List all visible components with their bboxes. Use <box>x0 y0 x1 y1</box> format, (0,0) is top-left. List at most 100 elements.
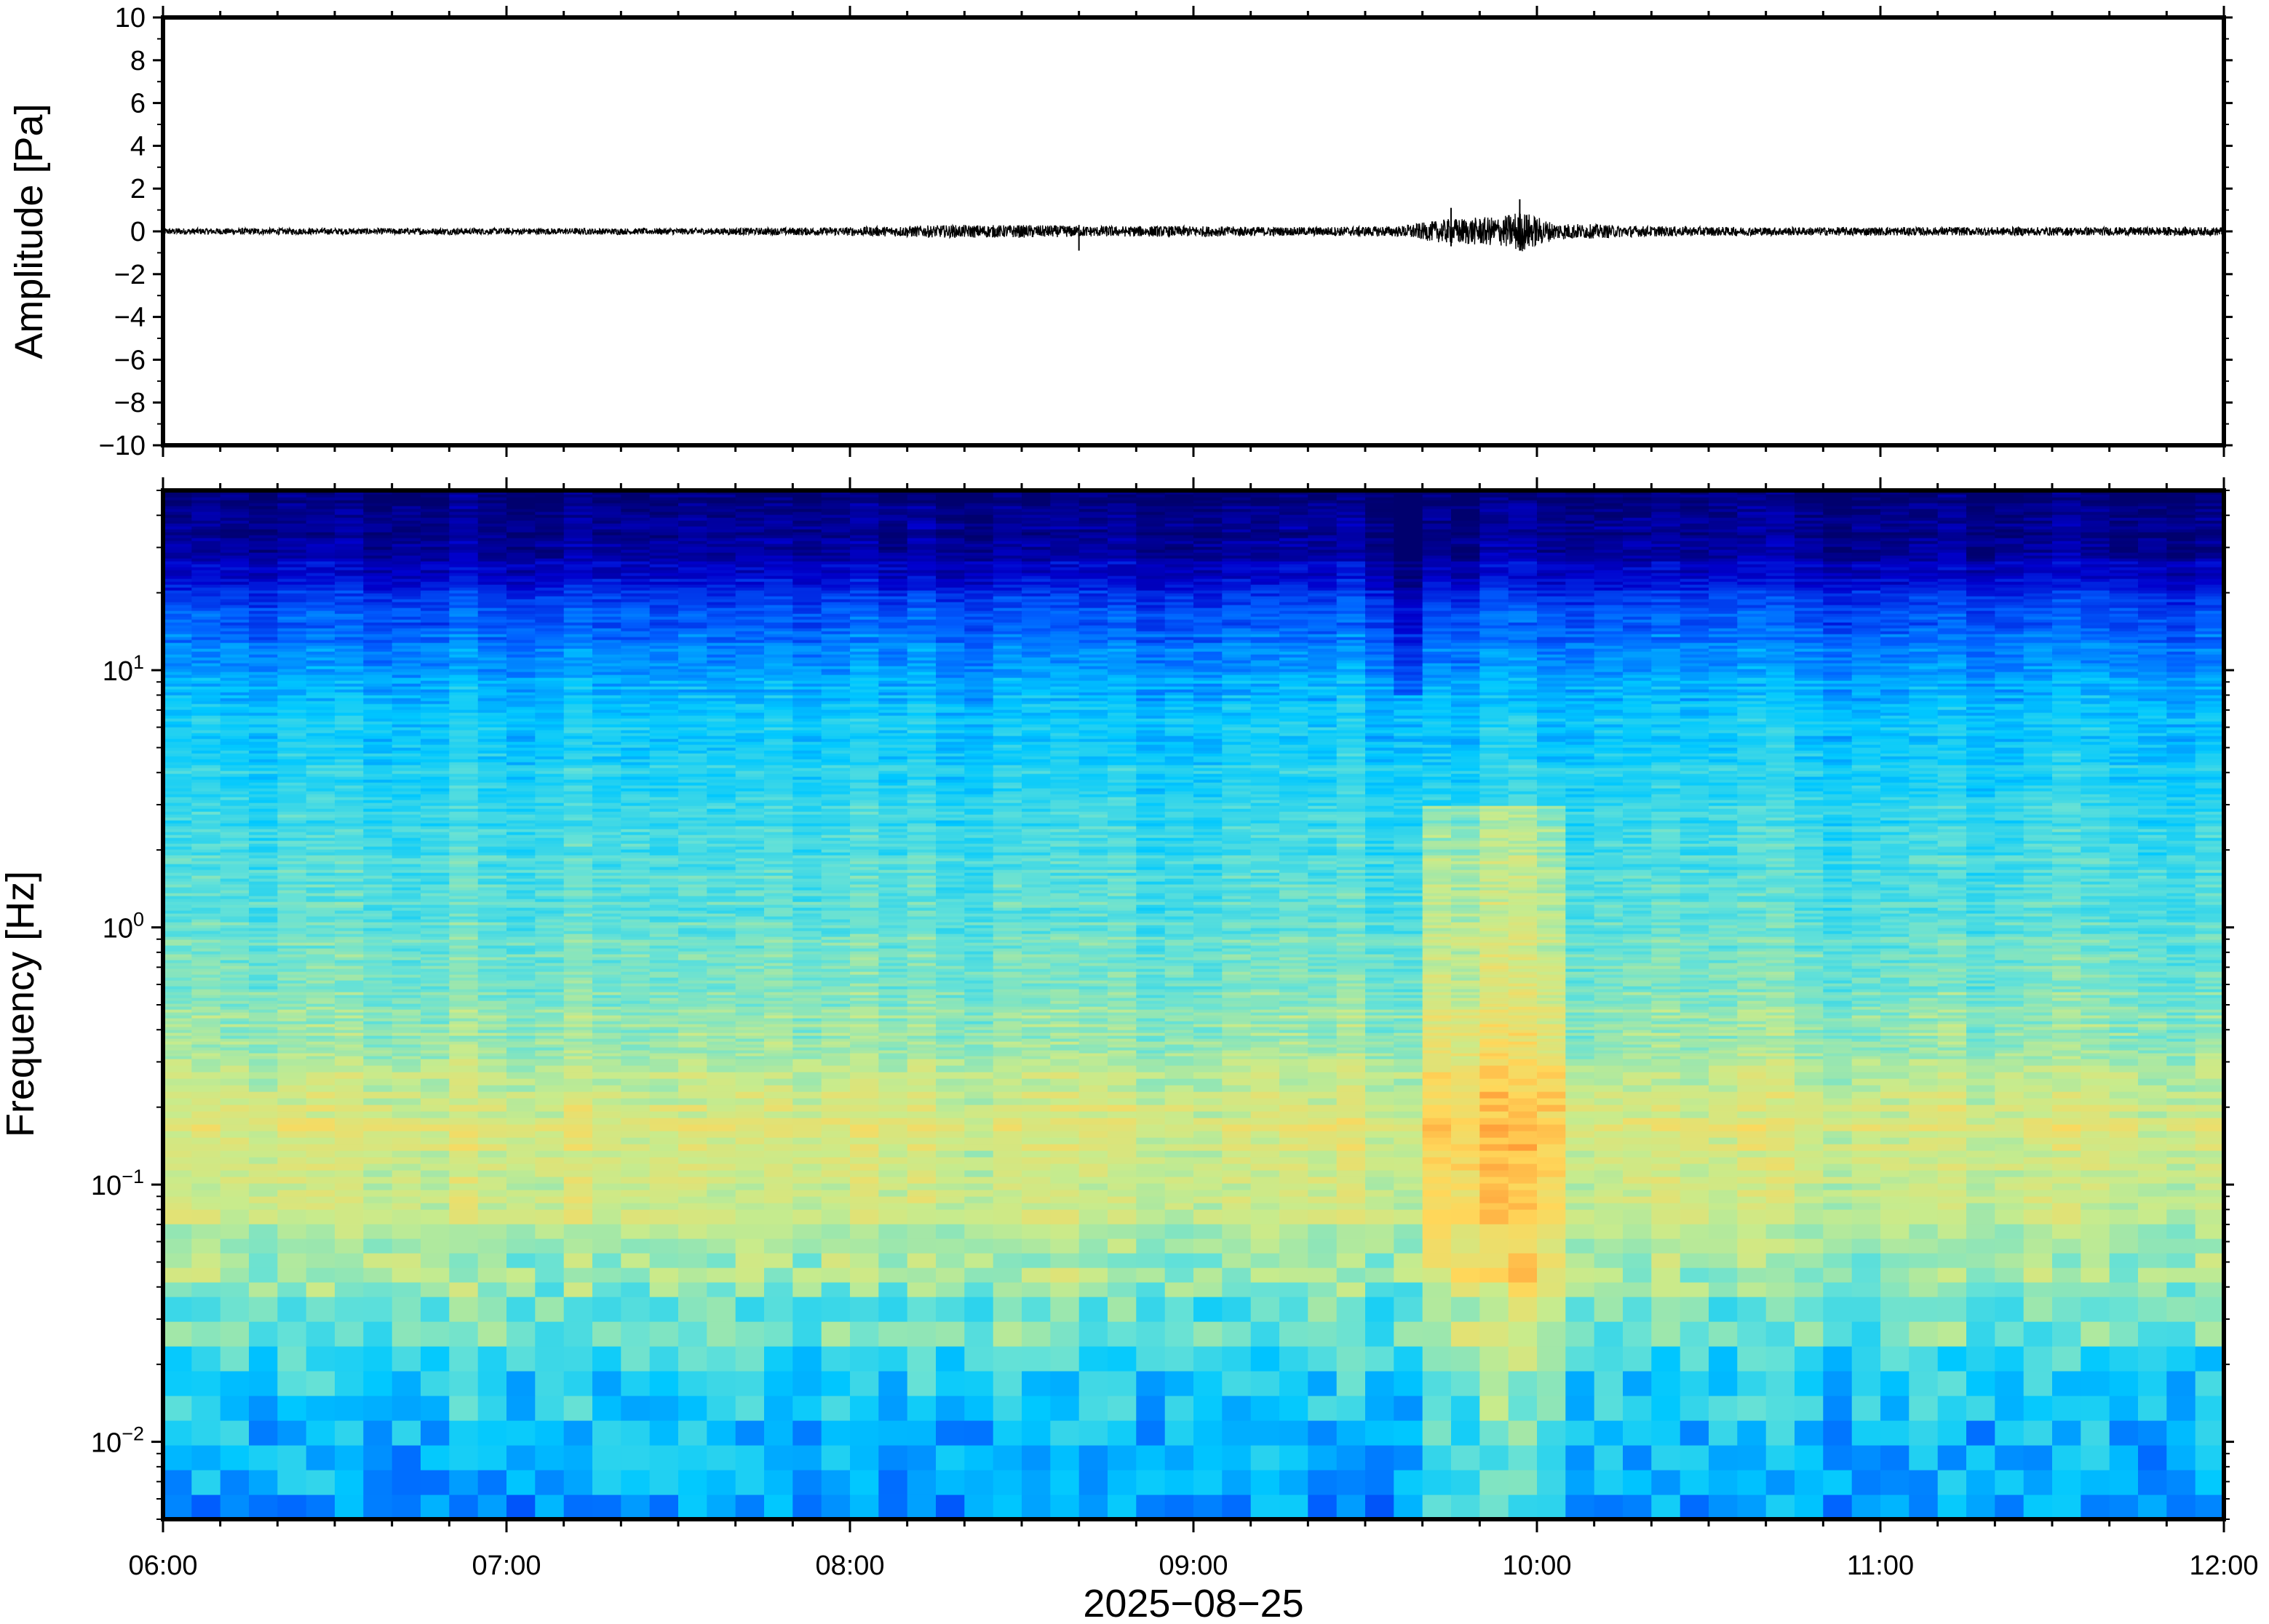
spectrogram-cell <box>1279 1224 1309 1239</box>
spectrogram-cell <box>2109 1321 2139 1347</box>
spectrogram-cell <box>678 1053 708 1056</box>
spectrogram-cell <box>306 1053 335 1056</box>
spectrogram-cell <box>1279 1137 1309 1145</box>
spectrogram-cell <box>678 1470 708 1495</box>
spectrogram-cell <box>163 1003 193 1007</box>
spectrogram-cell <box>764 1006 794 1010</box>
spectrogram-cell <box>1308 1044 1338 1048</box>
spectrogram-cell <box>1565 1056 1595 1059</box>
spectrogram-cell <box>1108 992 1137 995</box>
spectrogram-cell <box>306 1012 335 1016</box>
spectrogram-cell <box>821 1032 851 1036</box>
spectrogram-cell <box>649 1065 679 1072</box>
spectrogram-cell <box>2052 974 2082 978</box>
spectrogram-cell <box>1765 1003 1795 1007</box>
spectrogram-cell <box>1336 1018 1366 1022</box>
spectrogram-cell <box>2195 1050 2224 1054</box>
spectrogram-cell <box>964 1253 994 1268</box>
spectrogram-cell <box>1765 1006 1795 1010</box>
spectrogram-cell <box>878 1104 908 1112</box>
spectrogram-cell <box>1851 974 1881 978</box>
spectrogram-cell <box>1279 1297 1309 1322</box>
spectrogram-cell <box>1078 998 1108 1001</box>
spectrogram-cell <box>2138 1297 2168 1322</box>
spectrogram-cell <box>1937 1098 1967 1105</box>
spectrogram-cell <box>764 1183 794 1190</box>
spectrogram-cell <box>1508 1371 1538 1396</box>
spectrogram-cell <box>535 1118 565 1125</box>
spectrogram-cell <box>792 1085 822 1092</box>
spectrogram-cell <box>1193 998 1223 1001</box>
spectrogram-cell <box>964 1238 994 1254</box>
spectrogram-cell <box>163 1056 193 1059</box>
spectrogram-cell <box>1651 1396 1681 1421</box>
spectrogram-cell <box>1823 1032 1853 1036</box>
spectrogram-cell <box>764 1044 794 1048</box>
spectrogram-cell <box>1680 1078 1709 1086</box>
spectrogram-cell <box>1851 1144 1881 1151</box>
spectrogram-cell <box>392 992 421 995</box>
spectrogram-cell <box>907 995 937 998</box>
spectrogram-cell <box>1136 989 1166 992</box>
spectrogram-cell <box>1394 1047 1423 1051</box>
spectrogram-cell <box>907 1470 937 1495</box>
spectrogram-cell <box>2023 1009 2053 1013</box>
spectrogram-cell <box>1651 1297 1681 1322</box>
spectrogram-cell <box>792 1012 822 1016</box>
spectrogram-cell <box>592 1183 622 1190</box>
spectrogram-cell <box>1222 1183 1252 1190</box>
spectrogram-cell <box>1279 992 1309 995</box>
spectrogram-cell <box>621 1137 651 1145</box>
spectrogram-cell <box>1108 1015 1137 1019</box>
spectrogram-cell <box>1136 980 1166 984</box>
spectrogram-cell <box>1966 1006 1996 1010</box>
spectrogram-cell <box>1537 1072 1567 1079</box>
spectrogram-cell <box>1995 1131 2024 1138</box>
spectrogram-cell <box>363 1072 393 1079</box>
spectrogram-cell <box>2109 1056 2139 1059</box>
spectrogram-cell <box>1823 1224 1853 1239</box>
spectrogram-cell <box>1193 1078 1223 1086</box>
spectrogram-cell <box>993 1494 1022 1519</box>
spectrogram-cell <box>964 1038 994 1042</box>
spectrogram-cell <box>1623 1032 1653 1036</box>
spectrogram-cell <box>2052 1032 2082 1036</box>
spectrogram-cell <box>2023 995 2053 998</box>
spectrogram-cell <box>964 1183 994 1190</box>
spectrogram-cell <box>1995 980 2024 984</box>
spectrogram-cell <box>1451 1044 1481 1048</box>
spectrogram-cell <box>277 1050 307 1054</box>
spectrogram-cell <box>363 1163 393 1171</box>
spectrogram-cell <box>1795 1118 1824 1125</box>
spectrogram-cell <box>1823 1396 1853 1421</box>
spectrogram-cell <box>1851 1111 1881 1118</box>
spectrogram-cell <box>878 995 908 998</box>
spectrogram-cell <box>1250 1047 1280 1051</box>
spectrogram-cell <box>2166 1177 2196 1184</box>
spectrogram-cell <box>449 1183 479 1190</box>
spectrogram-cell <box>421 1015 450 1019</box>
spectrogram-cell <box>1336 1203 1366 1210</box>
spectrogram-cell <box>1909 1170 1939 1177</box>
spectrogram-cell <box>1108 1190 1137 1197</box>
spectrogram-cell <box>649 1183 679 1190</box>
spectrogram-cell <box>1623 1015 1653 1019</box>
spectrogram-cell <box>1022 1018 1052 1022</box>
spectrogram-cell <box>1651 1253 1681 1268</box>
spectrogram-cell <box>1594 1170 1624 1177</box>
spectrogram-cell <box>1022 1044 1052 1048</box>
spectrogram-cell <box>535 986 565 990</box>
spectrogram-cell <box>649 974 679 978</box>
spectrogram-cell <box>878 1098 908 1105</box>
spectrogram-cell <box>1365 1209 1395 1225</box>
spectrogram-cell <box>563 1282 593 1297</box>
spectrogram-cell <box>1164 1000 1194 1004</box>
spectrogram-cell <box>907 1203 937 1210</box>
spectrogram-cell <box>1078 1018 1108 1022</box>
spectrogram-cell <box>592 1196 622 1203</box>
spectrogram-cell <box>1279 1035 1309 1039</box>
spectrogram-cell <box>2166 1098 2196 1105</box>
spectrogram-cell <box>191 1044 221 1048</box>
spectrogram-cell <box>621 1035 651 1039</box>
spectrogram-cell <box>535 1196 565 1203</box>
